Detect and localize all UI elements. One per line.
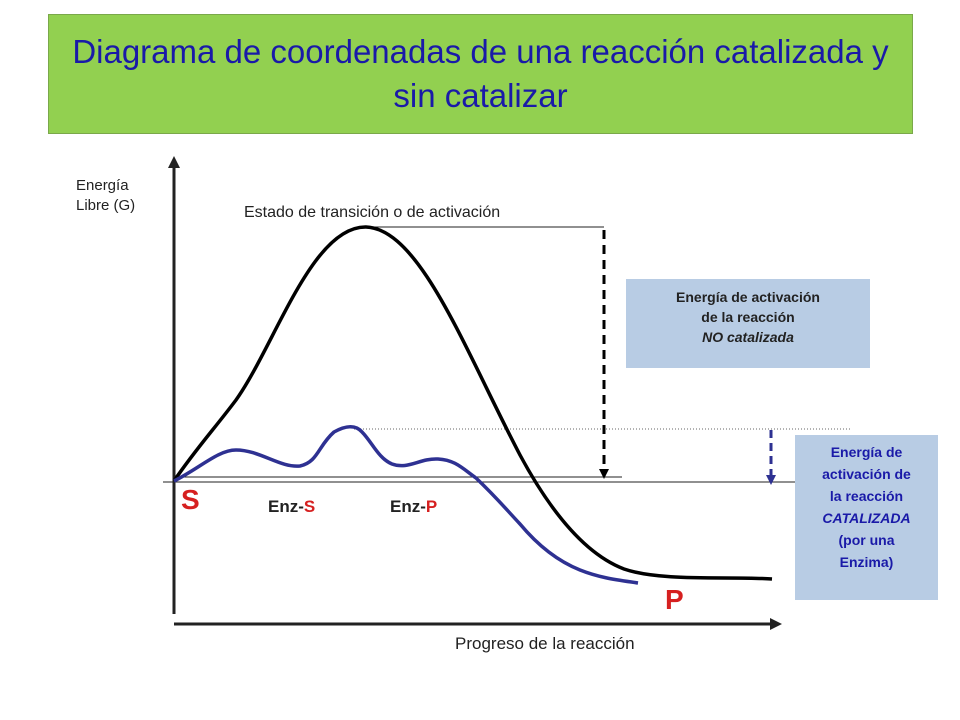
product-label: P xyxy=(665,584,684,615)
enz-s-prefix: Enz- xyxy=(268,497,304,516)
catalyzed-curve xyxy=(173,425,639,585)
uncatalyzed-box-line2: de la reacción xyxy=(701,309,795,325)
catalyzed-box-line2: activación de xyxy=(822,466,911,482)
catalyzed-box-line3: la reacción xyxy=(829,488,904,504)
catalyzed-box-line5: (por una xyxy=(838,532,895,548)
title-banner: Diagrama de coordenadas de una reacción … xyxy=(48,14,913,134)
y-axis-label-line2: Libre (G) xyxy=(76,197,136,214)
catalyzed-box-line4: CATALIZADA xyxy=(822,510,911,526)
transition-state-label: Estado de transición o de activación xyxy=(244,204,501,221)
uncatalyzed-box-line1: Energía de activación xyxy=(676,289,820,305)
enz-p-suffix: P xyxy=(425,497,438,516)
y-axis-label: Energía Libre (G) xyxy=(76,176,166,216)
enzyme-substrate-label: Enz-S xyxy=(268,497,315,517)
catalyzed-activation-box: Energía de activación de la reacción CAT… xyxy=(795,435,938,600)
catalyzed-box-line6: Enzima) xyxy=(839,554,894,570)
x-axis-label: Progreso de la reacción xyxy=(455,634,635,653)
uncatalyzed-curve xyxy=(172,225,773,581)
enzyme-product-label: Enz-P xyxy=(390,497,437,517)
uncatalyzed-box-line3: NO catalizada xyxy=(702,329,794,345)
catalyzed-box-line1: Energía de xyxy=(830,444,903,460)
enz-s-suffix: S xyxy=(303,497,316,516)
substrate-label: S xyxy=(181,484,200,515)
enz-p-prefix: Enz- xyxy=(390,497,426,516)
uncatalyzed-activation-box: Energía de activación de la reacción NO … xyxy=(626,279,870,368)
page-title: Diagrama de coordenadas de una reacción … xyxy=(72,33,889,114)
y-axis-label-line1: Energía xyxy=(76,177,129,194)
